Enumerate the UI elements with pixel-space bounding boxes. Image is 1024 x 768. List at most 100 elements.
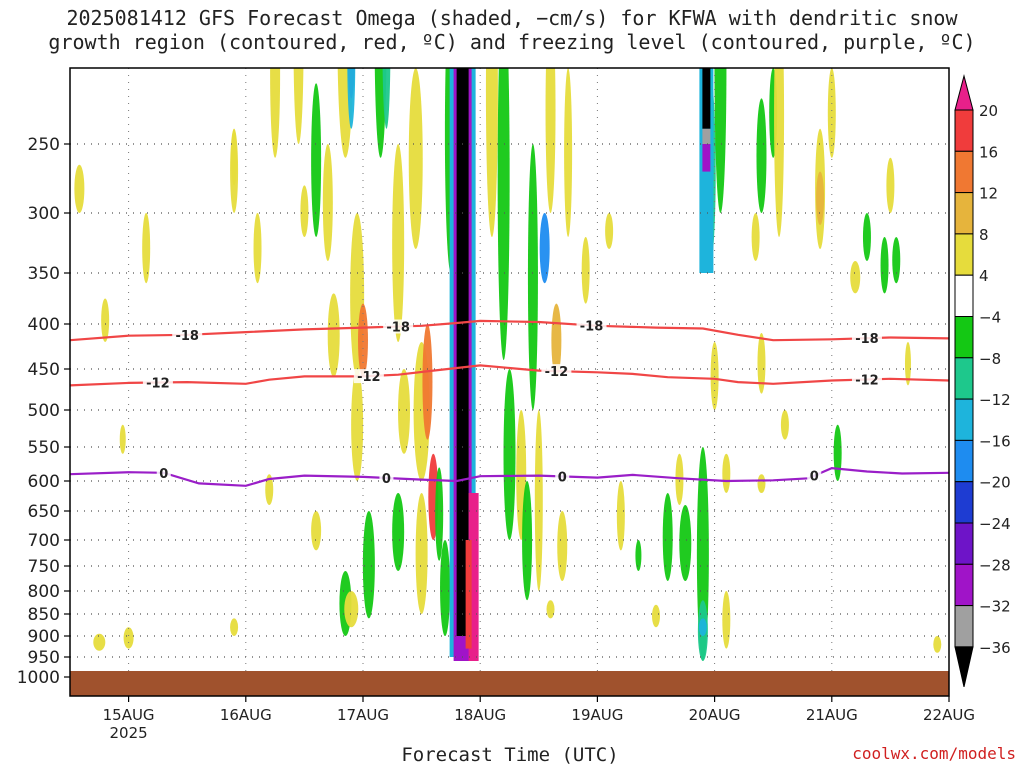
y-axis-ticks: 2503003504004505005506006507007508008509… (17, 135, 70, 688)
contour-label-bg (172, 327, 203, 342)
omega-blob (904, 342, 911, 386)
omega-blob (300, 185, 309, 237)
omega-blob (440, 540, 451, 636)
colorbar-top-arrow (954, 74, 974, 111)
x-tick-label: 18AUG (454, 706, 506, 724)
contour-label-bg (353, 369, 384, 384)
colorbar-label: −16 (979, 432, 1011, 450)
contour-label: -12 (146, 377, 170, 392)
omega-blob (546, 600, 555, 619)
omega-blob (564, 68, 573, 237)
contour-label-bg (142, 375, 173, 390)
omega-blob (311, 83, 322, 237)
y-tick-label: 600 (28, 472, 60, 492)
omega-blob (880, 237, 889, 294)
omega-descent-magenta (468, 493, 479, 661)
omega-blob (101, 298, 110, 342)
omega-blob (398, 369, 411, 454)
omega-blob (816, 171, 825, 225)
contour-label: 0 (558, 470, 567, 485)
colorbar-label: 4 (979, 267, 989, 285)
y-tick-label: 300 (28, 204, 60, 224)
omega-blob (780, 410, 789, 440)
colorbar-swatch (954, 316, 974, 359)
omega-blob (485, 68, 498, 237)
omega-blob (435, 467, 444, 561)
contour-label-bg (807, 468, 822, 483)
x-tick-label: 15AUG (103, 706, 155, 724)
x-tick-label: 17AUG (337, 706, 389, 724)
omega-blob (293, 68, 304, 144)
x-tick-label: 22AUG (923, 706, 975, 724)
colorbar-swatch (954, 398, 974, 441)
x-axis-label: Forecast Time (UTC) (401, 744, 619, 766)
colorbar-swatch (954, 233, 974, 276)
omega-blob (714, 68, 727, 213)
colorbar: 20 16 12 8 4 −4 −8 −12 −16 −20 −24 −28 −32 −36 (954, 74, 1011, 688)
omega-blob (616, 481, 625, 551)
omega-blob (522, 480, 533, 601)
colorbar-label: −8 (979, 350, 1001, 368)
omega-blob (408, 68, 423, 249)
colorbar-label: 8 (979, 226, 989, 244)
omega-blob (679, 505, 692, 581)
contour-label: 0 (810, 470, 819, 485)
y-tick-label: 900 (28, 627, 60, 647)
omega-blob (503, 369, 516, 540)
y-tick-label: 450 (28, 360, 60, 380)
colorbar-label: −24 (979, 515, 1011, 533)
title-line-1: 2025081412 GFS Forecast Omega (shaded, −… (66, 6, 958, 30)
omega-blob (545, 68, 556, 213)
omega-blob (392, 493, 405, 571)
colorbar-label: −36 (979, 639, 1011, 657)
omega-blob (774, 68, 785, 237)
omega-blob (265, 474, 274, 505)
title-line-2: growth region (contoured, red, ºC) and f… (48, 30, 976, 54)
omega-blob (327, 293, 340, 378)
colorbar-swatch (954, 563, 974, 607)
y-tick-label: 850 (28, 605, 60, 625)
contour-label: -18 (855, 332, 879, 347)
omega-blob (440, 0, 450, 68)
omega-blob (74, 164, 85, 214)
x-tick-label: 19AUG (571, 706, 623, 724)
omega-blob (816, 0, 824, 7)
colorbar-swatch (954, 109, 974, 152)
contour-label-bg (851, 372, 882, 387)
omega-blob (539, 213, 550, 284)
colorbar-swatch (954, 605, 974, 648)
omega-descent-red (465, 540, 472, 649)
omega-blob (231, 128, 238, 186)
colorbar-swatch (954, 357, 974, 400)
y-tick-label: 250 (28, 135, 60, 155)
credit-link[interactable]: coolwx.com/models (852, 744, 1016, 763)
omega-column2-gray (702, 128, 711, 144)
x-year-label: 2025 (110, 724, 148, 742)
omega-blob (698, 618, 707, 636)
omega-blob (230, 618, 239, 636)
colorbar-swatch (954, 150, 974, 194)
x-axis-ticks: 15AUG 16AUG 17AUG 18AUG 19AUG 20AUG 21AUG 22AUG… (103, 696, 975, 742)
omega-blob (833, 424, 842, 481)
omega-blob (497, 68, 510, 360)
y-tick-label: 550 (28, 438, 60, 458)
colorbar-swatch (954, 274, 974, 318)
y-tick-label: 950 (28, 648, 60, 668)
omega-blob (311, 511, 322, 551)
omega-blob (534, 410, 543, 591)
contour-label-bg (851, 331, 882, 346)
y-tick-label: 650 (28, 502, 60, 522)
y-tick-label: 750 (28, 557, 60, 577)
omega-blob (270, 68, 281, 158)
omega-column2-core (702, 68, 711, 129)
contour-label-bg (576, 318, 607, 333)
colorbar-label: −20 (979, 474, 1011, 492)
y-tick-label: 500 (28, 401, 60, 421)
omega-blob (351, 369, 364, 481)
contour-label: -12 (545, 365, 569, 380)
omega-blob (358, 303, 368, 378)
omega-blob (253, 213, 262, 284)
omega-shading (74, 0, 942, 661)
omega-blob (347, 68, 356, 129)
